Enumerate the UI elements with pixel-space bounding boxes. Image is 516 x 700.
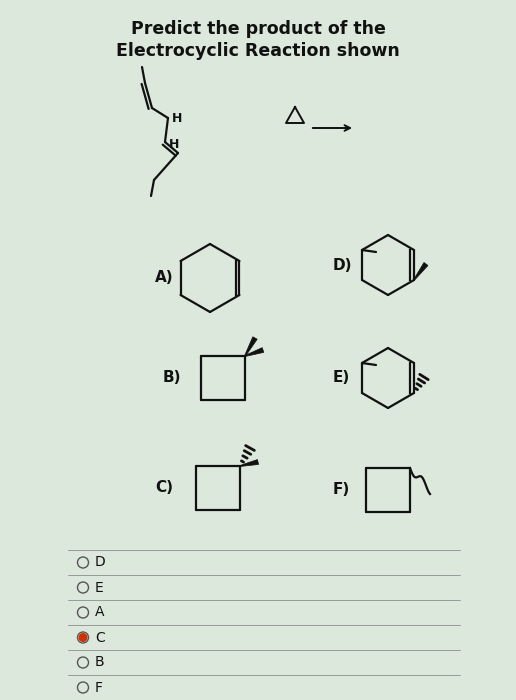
Text: B): B) [163, 370, 182, 386]
Text: E: E [95, 580, 104, 594]
Polygon shape [245, 337, 257, 356]
Text: D): D) [333, 258, 352, 272]
Text: D: D [95, 556, 106, 570]
Text: C: C [95, 631, 105, 645]
Text: F): F) [333, 482, 350, 498]
Polygon shape [414, 262, 428, 280]
Text: Predict the product of the: Predict the product of the [131, 20, 385, 38]
Text: A: A [95, 606, 105, 620]
Text: E): E) [333, 370, 350, 386]
Text: B: B [95, 655, 105, 669]
Text: H: H [172, 113, 182, 125]
Circle shape [79, 634, 87, 641]
Text: Electrocyclic Reaction shown: Electrocyclic Reaction shown [116, 42, 400, 60]
Text: F: F [95, 680, 103, 694]
Polygon shape [240, 460, 259, 466]
Text: H: H [169, 139, 180, 151]
Polygon shape [245, 348, 264, 356]
Text: A): A) [155, 270, 173, 286]
Text: C): C) [155, 480, 173, 496]
